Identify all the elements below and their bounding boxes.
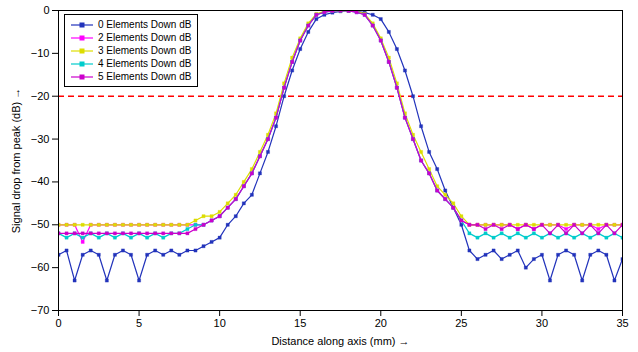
html-text:5 Elements Down dB: 5 Elements Down dB (98, 71, 192, 82)
svg-text:15: 15 (294, 317, 306, 329)
html-text:2 Elements Down dB: 2 Elements Down dB (98, 32, 192, 43)
svg-text:25: 25 (455, 317, 467, 329)
html-text:4 Elements Down dB: 4 Elements Down dB (98, 58, 192, 69)
svg-text:−20: −20 (31, 90, 50, 102)
svg-text:0: 0 (55, 317, 61, 329)
svg-text:35: 35 (616, 317, 628, 329)
svg-text:20: 20 (375, 317, 387, 329)
svg-text:−60: −60 (31, 261, 50, 273)
svg-text:−50: −50 (31, 218, 50, 230)
svg-text:−70: −70 (31, 304, 50, 316)
html-text:3 Elements Down dB: 3 Elements Down dB (98, 45, 192, 56)
svg-text:−10: −10 (31, 47, 50, 59)
svg-text:−30: −30 (31, 133, 50, 145)
html-text:0 Elements Down dB: 0 Elements Down dB (98, 19, 192, 30)
svg-text:Signal drop from peak (dB) →: Signal drop from peak (dB) → (10, 88, 22, 234)
svg-text:10: 10 (214, 317, 226, 329)
svg-text:30: 30 (536, 317, 548, 329)
svg-text:Distance along axis (mm) →: Distance along axis (mm) → (271, 335, 409, 347)
svg-text:0: 0 (43, 4, 49, 16)
svg-text:−40: −40 (31, 175, 50, 187)
svg-text:5: 5 (136, 317, 142, 329)
